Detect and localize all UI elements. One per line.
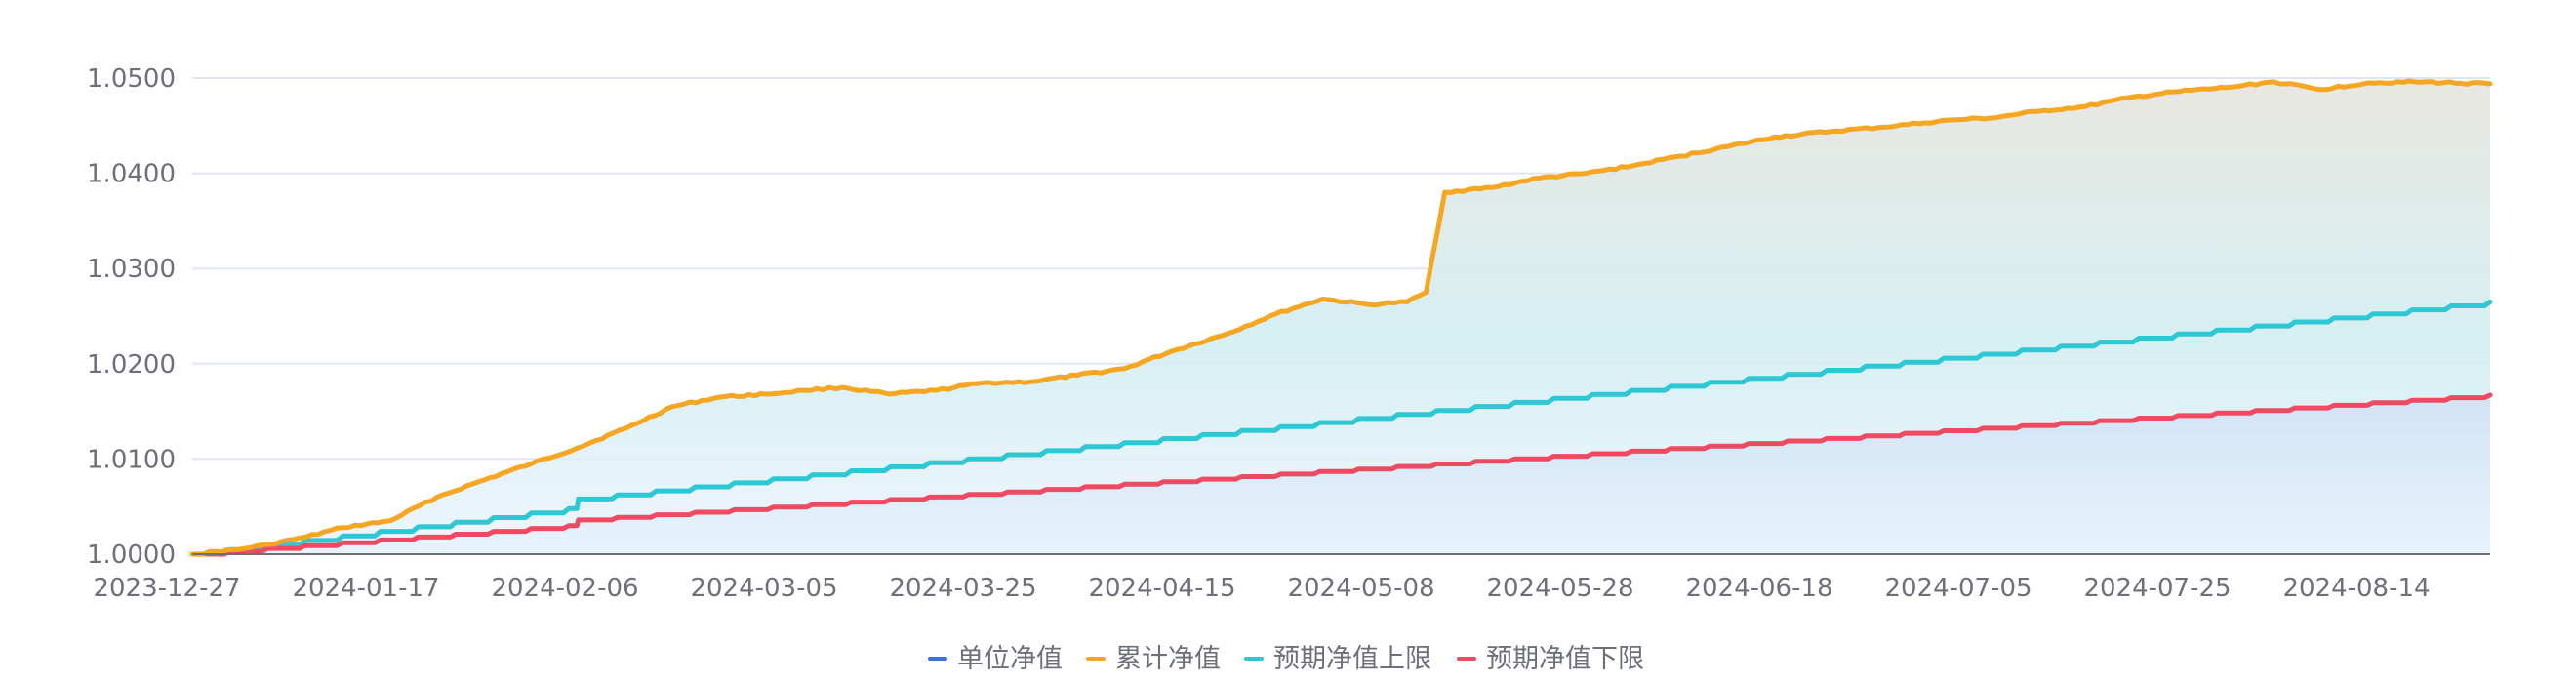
legend-label: 单位净值 (957, 644, 1063, 674)
x-tick-label: 2024-02-06 (491, 574, 638, 603)
legend[interactable]: 单位净值 累计净值 预期净值上限 预期净值下限 (928, 644, 1644, 674)
x-tick-label: 2024-08-14 (2282, 574, 2430, 603)
cumulative-nav-line (189, 78, 2493, 557)
legend-label: 累计净值 (1115, 644, 1221, 674)
y-tick-label: 1.0200 (87, 350, 176, 380)
y-tick-label: 1.0400 (87, 160, 176, 189)
legend-unit-nav[interactable]: 单位净值 (928, 644, 1063, 674)
axes: 1.0000 1.0100 1.0200 1.0300 1.0400 1.0500 2023… (87, 64, 2490, 603)
legend-swatch (1086, 657, 1106, 661)
x-tick-label: 2024-07-25 (2083, 574, 2231, 603)
expected-lower-line (189, 392, 2493, 557)
x-tick-label: 2024-03-25 (889, 574, 1036, 603)
legend-expected-lower[interactable]: 预期净值下限 (1457, 644, 1644, 674)
y-tick-label: 1.0100 (87, 445, 176, 474)
x-tick-label: 2024-06-18 (1685, 574, 1832, 603)
expected-upper-line (189, 299, 2493, 557)
legend-cumulative-nav[interactable]: 累计净值 (1086, 644, 1221, 674)
x-tick-label: 2024-03-05 (690, 574, 837, 603)
x-tick-label: 2024-05-08 (1287, 574, 1434, 603)
x-tick-label: 2024-04-15 (1088, 574, 1235, 603)
legend-swatch (1457, 657, 1476, 661)
legend-expected-upper[interactable]: 预期净值上限 (1244, 644, 1431, 674)
x-tick-label: 2024-07-05 (1884, 574, 2032, 603)
x-tick-label: 2023-12-27 (93, 574, 240, 603)
x-tick-label: 2024-05-28 (1486, 574, 1633, 603)
legend-label: 预期净值下限 (1486, 644, 1644, 674)
legend-swatch (928, 657, 947, 661)
x-tick-label: 2024-01-17 (292, 574, 439, 603)
area-fills (192, 81, 2490, 555)
y-tick-label: 1.0000 (87, 541, 176, 570)
legend-label: 预期净值上限 (1273, 644, 1431, 674)
y-tick-label: 1.0300 (87, 255, 176, 284)
series-lines (189, 78, 2493, 557)
y-tick-label: 1.0500 (87, 64, 176, 94)
legend-swatch (1244, 657, 1264, 661)
